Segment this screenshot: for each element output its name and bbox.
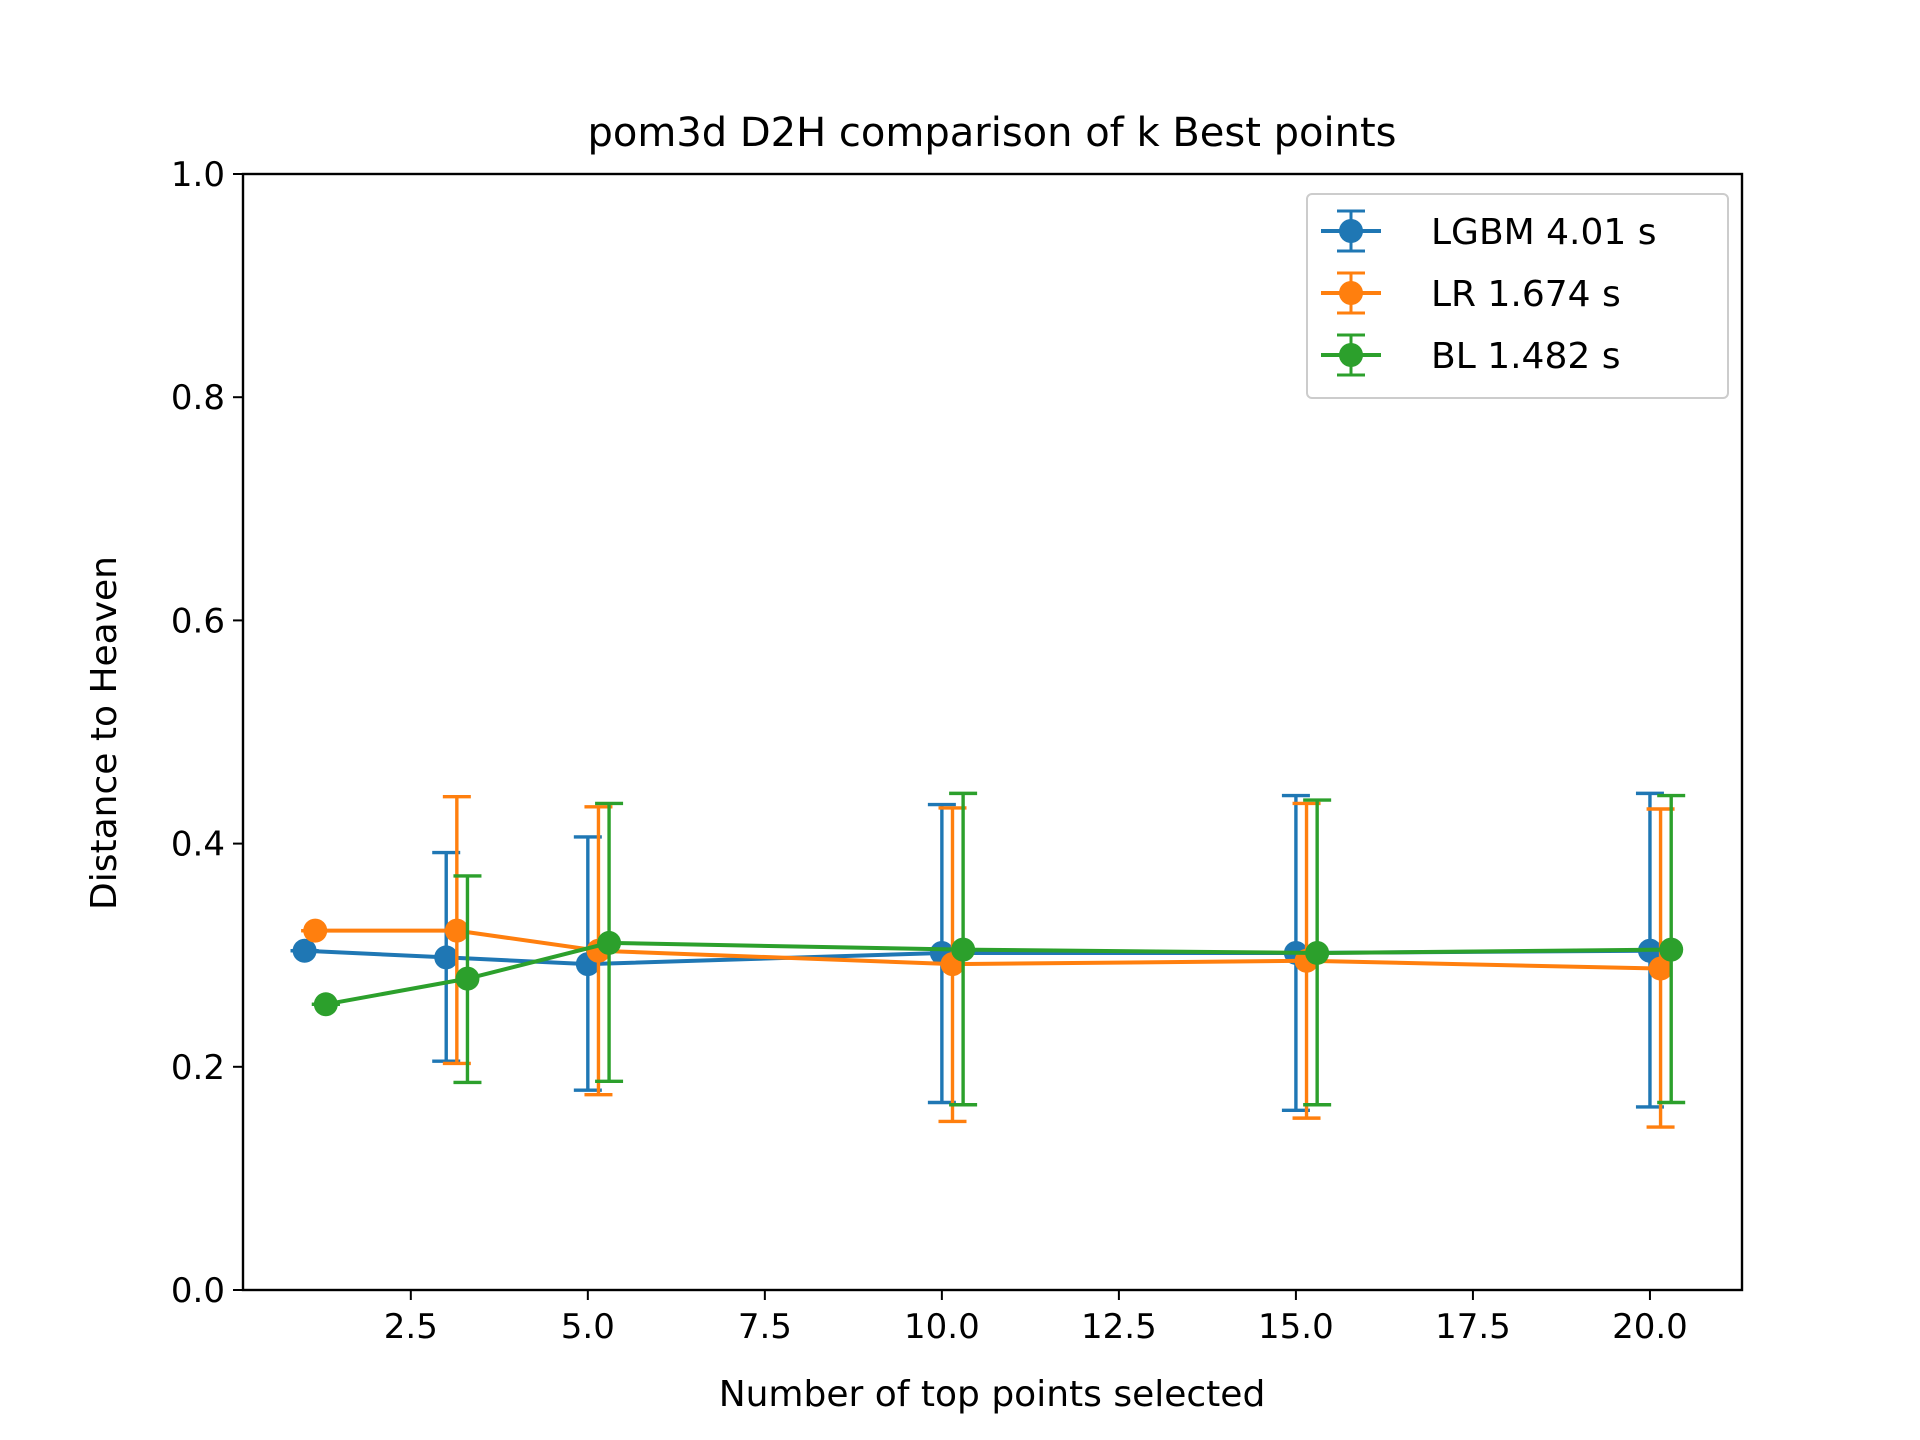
legend-box	[1306, 193, 1729, 399]
y-tick-label: 0.0	[171, 1271, 225, 1311]
x-tick-label: 12.5	[1081, 1307, 1157, 1347]
y-tick-label: 0.8	[171, 378, 225, 418]
series-line	[325, 940, 1672, 1007]
legend-label: BL 1.482 s	[1431, 336, 1620, 377]
x-tick-label: 15.0	[1258, 1307, 1334, 1347]
data-point	[455, 966, 480, 991]
series-line	[315, 928, 1661, 971]
legend-marker	[1339, 219, 1363, 243]
x-tick-label: 7.5	[738, 1307, 792, 1347]
x-tick-label: 5.0	[561, 1307, 615, 1347]
legend-marker	[1339, 343, 1363, 367]
data-point	[444, 918, 469, 943]
y-tick-label: 0.4	[171, 825, 225, 865]
legend-marker	[1339, 281, 1363, 305]
x-tick-label: 2.5	[384, 1307, 438, 1347]
data-point	[313, 992, 338, 1017]
y-axis-label: Distance to Heaven	[84, 556, 125, 910]
data-point	[303, 918, 328, 943]
data-point	[292, 938, 317, 963]
x-axis-ticks: 2.5 5.0 7.5 10.0 12.5 15.0 17.5 20.0	[384, 1290, 1688, 1347]
y-tick-label: 0.2	[171, 1048, 225, 1088]
axes-frame	[241, 172, 1744, 1292]
y-axis-ticks: 0.0 0.2 0.4 0.6 0.8 1.0	[171, 155, 243, 1311]
plot-area: 2.5 5.0 7.5 10.0 12.5 15.0 17.5 20.0 0.00.20.40…	[171, 155, 1744, 1347]
data-point	[434, 945, 459, 970]
y-tick-label: 1.0	[171, 155, 225, 195]
series-3	[311, 791, 1686, 1107]
x-axis-label: Number of top points selected	[719, 1374, 1266, 1415]
data-point	[951, 937, 976, 962]
x-tick-label: 10.0	[904, 1307, 980, 1347]
data-point	[597, 930, 622, 955]
x-tick-label: 17.5	[1435, 1307, 1511, 1347]
data-point	[1305, 940, 1330, 965]
data-point	[1648, 956, 1673, 981]
x-tick-label: 20.0	[1612, 1307, 1688, 1347]
legend-label: LR 1.674 s	[1431, 274, 1621, 315]
data-point	[1659, 937, 1684, 962]
y-tick-label: 0.6	[171, 601, 225, 641]
chart-title: pom3d D2H comparison of k Best points	[588, 110, 1397, 156]
legend: LGBM 4.01 s LR 1.674 s BL 1.482 s	[1306, 193, 1729, 399]
legend-label: LGBM 4.01 s	[1431, 212, 1657, 253]
data-marks	[290, 791, 1686, 1129]
